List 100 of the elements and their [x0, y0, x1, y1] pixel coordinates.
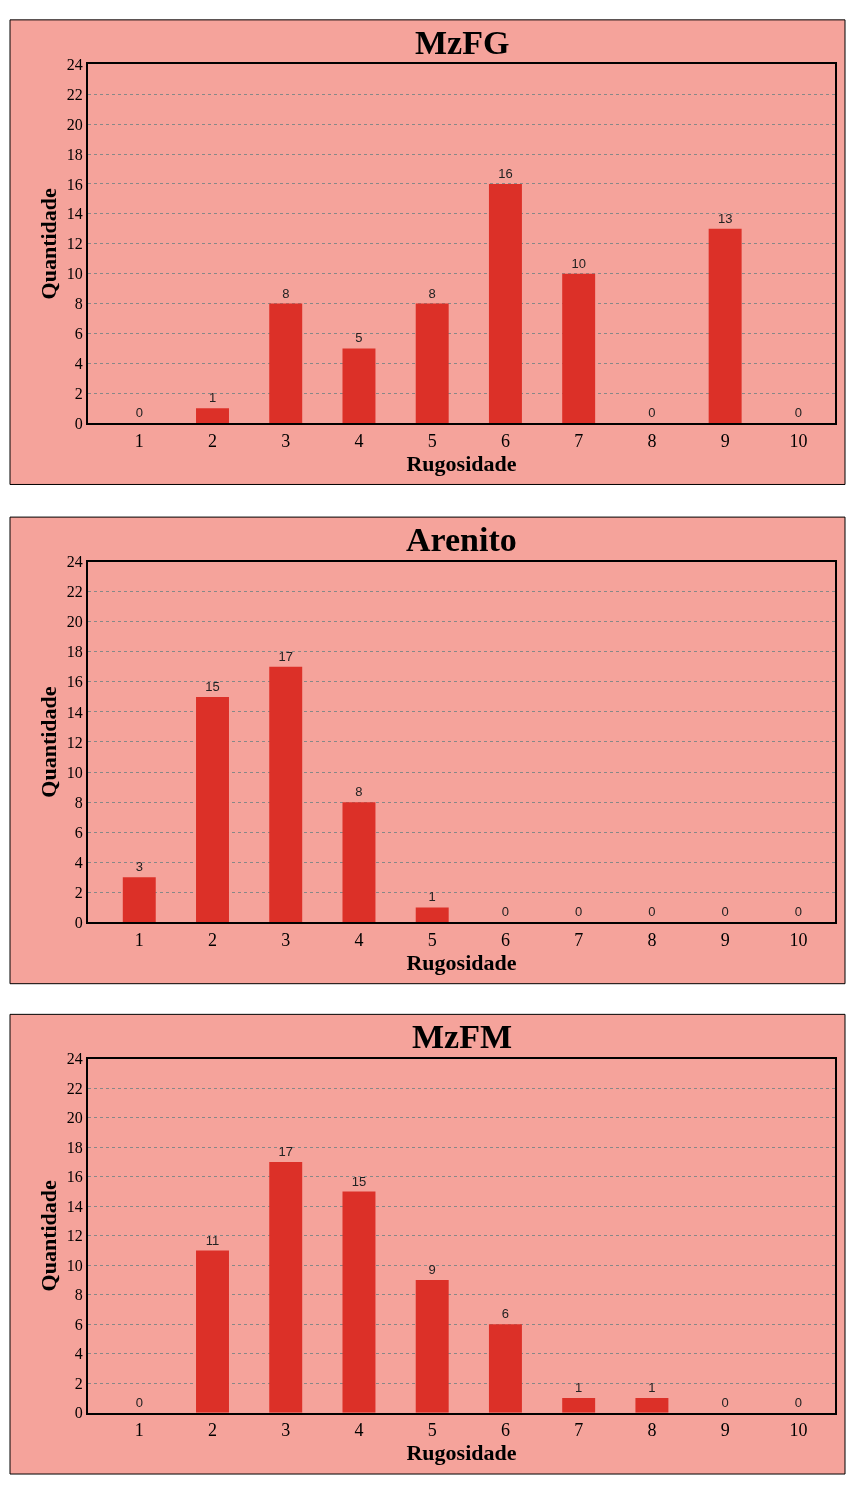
- x-tick-label: 9: [720, 930, 730, 951]
- y-tick-label: 24: [66, 55, 83, 73]
- data-label: 0: [575, 904, 583, 920]
- chart-title: MzFG: [415, 24, 510, 61]
- y-tick-label: 24: [66, 1050, 83, 1068]
- bar: [196, 696, 229, 923]
- y-tick-label: 14: [66, 205, 83, 223]
- y-tick-label: 22: [66, 1079, 83, 1097]
- y-tick-label: 10: [66, 265, 83, 283]
- data-label: 1: [428, 889, 436, 905]
- data-label: 17: [278, 648, 293, 664]
- x-tick-label: 2: [208, 430, 217, 451]
- data-label: 15: [205, 678, 220, 694]
- bar: [196, 408, 229, 424]
- data-label: 13: [717, 210, 733, 226]
- x-tick-label: 2: [208, 930, 217, 951]
- x-tick-label: 6: [500, 430, 510, 451]
- x-tick-label: 3: [281, 930, 291, 951]
- data-label: 3: [135, 859, 143, 875]
- bar: [415, 1280, 449, 1413]
- y-tick-label: 24: [66, 553, 83, 571]
- data-label: 0: [501, 904, 510, 920]
- data-label: 1: [208, 390, 217, 406]
- data-label: 10: [571, 255, 586, 271]
- bar: [269, 303, 303, 424]
- y-tick-label: 18: [66, 643, 83, 661]
- y-tick-label: 10: [66, 763, 83, 781]
- y-tick-label: 20: [66, 613, 83, 631]
- y-tick-label: 6: [74, 823, 83, 841]
- y-tick-label: 4: [74, 853, 83, 871]
- x-axis-title: Rugosidade: [406, 450, 517, 476]
- data-label: 0: [794, 904, 802, 920]
- y-tick-label: 4: [74, 1345, 83, 1363]
- x-tick-label: 3: [281, 1420, 291, 1441]
- x-tick-label: 5: [427, 1420, 437, 1441]
- bar: [562, 1397, 596, 1413]
- y-tick-label: 2: [74, 1374, 83, 1392]
- x-tick-label: 3: [281, 430, 291, 451]
- x-tick-label: 1: [134, 1420, 144, 1441]
- bar: [269, 1162, 303, 1413]
- y-tick-label: 16: [66, 175, 83, 193]
- bar: [415, 303, 449, 424]
- bar: [488, 183, 522, 424]
- x-tick-label: 10: [789, 1420, 808, 1441]
- data-label: 8: [282, 285, 290, 301]
- y-tick-label: 22: [66, 85, 83, 103]
- bar: [269, 666, 303, 923]
- x-tick-label: 8: [647, 430, 657, 451]
- y-tick-label: 22: [66, 583, 83, 601]
- x-tick-label: 8: [647, 930, 657, 951]
- x-tick-label: 9: [720, 1420, 730, 1441]
- data-label: 0: [794, 405, 802, 421]
- data-label: 0: [794, 1394, 802, 1410]
- data-label: 0: [648, 405, 656, 421]
- y-tick-label: 2: [74, 883, 83, 901]
- y-tick-label: 0: [74, 914, 83, 932]
- x-tick-label: 6: [500, 930, 510, 951]
- y-tick-label: 14: [66, 1197, 83, 1215]
- x-tick-label: 2: [208, 1420, 217, 1441]
- y-axis-title: Quantidade: [36, 187, 62, 300]
- x-tick-label: 7: [574, 430, 584, 451]
- bar: [708, 228, 742, 424]
- x-tick-label: 10: [789, 430, 808, 451]
- bar: [342, 1191, 376, 1413]
- bar: [342, 802, 376, 923]
- y-axis-title: Quantidade: [36, 1179, 62, 1292]
- y-tick-label: 6: [74, 1315, 83, 1333]
- bar: [488, 1324, 522, 1413]
- bar: [196, 1250, 229, 1413]
- x-axis-title: Rugosidade: [406, 950, 517, 976]
- y-tick-label: 18: [66, 145, 83, 163]
- y-tick-label: 6: [74, 325, 83, 343]
- y-tick-label: 10: [66, 1256, 83, 1274]
- y-tick-label: 8: [74, 1286, 83, 1304]
- data-label: 1: [648, 1379, 656, 1395]
- x-tick-label: 5: [427, 430, 437, 451]
- y-tick-label: 12: [66, 1227, 83, 1245]
- data-label: 6: [501, 1306, 510, 1322]
- x-tick-label: 7: [574, 1420, 584, 1441]
- x-tick-label: 8: [647, 1420, 657, 1441]
- y-tick-label: 8: [74, 793, 83, 811]
- x-tick-label: 10: [789, 930, 808, 951]
- y-axis-title: Quantidade: [36, 686, 62, 798]
- x-tick-label: 4: [354, 930, 364, 951]
- x-axis-title: Rugosidade: [406, 1440, 517, 1466]
- bar: [415, 907, 449, 923]
- x-tick-label: 7: [574, 930, 584, 951]
- bar: [635, 1397, 669, 1413]
- y-tick-label: 0: [74, 414, 83, 432]
- y-tick-label: 18: [66, 1138, 83, 1156]
- bar: [122, 877, 156, 923]
- bar: [342, 348, 376, 424]
- chart-title: Arenito: [406, 521, 517, 558]
- x-tick-label: 6: [500, 1420, 510, 1441]
- x-tick-label: 4: [354, 430, 364, 451]
- x-tick-label: 1: [134, 430, 144, 451]
- chart-title: MzFM: [412, 1018, 513, 1055]
- data-label: 8: [355, 784, 363, 800]
- x-tick-label: 9: [720, 430, 730, 451]
- y-tick-label: 12: [66, 235, 83, 253]
